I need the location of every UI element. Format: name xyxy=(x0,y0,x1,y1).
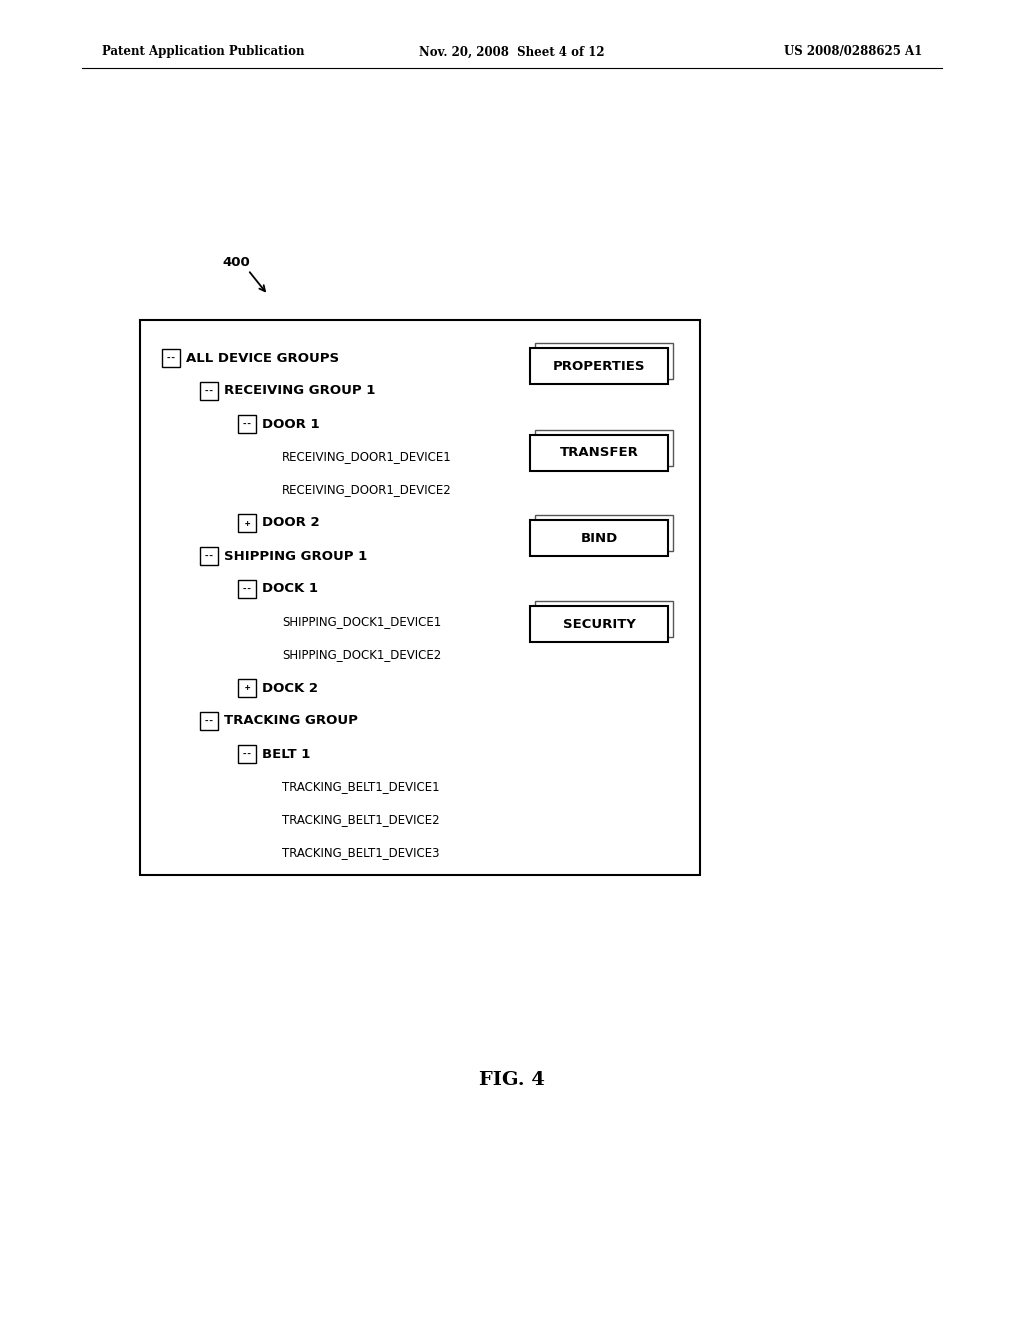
Bar xyxy=(200,546,218,565)
Polygon shape xyxy=(535,343,673,379)
Bar xyxy=(238,744,256,763)
Text: US 2008/0288625 A1: US 2008/0288625 A1 xyxy=(783,45,922,58)
Text: SHIPPING_DOCK1_DEVICE1: SHIPPING_DOCK1_DEVICE1 xyxy=(282,615,441,628)
Text: --: -- xyxy=(242,585,252,594)
Text: SHIPPING GROUP 1: SHIPPING GROUP 1 xyxy=(224,549,368,562)
Bar xyxy=(530,436,668,471)
Bar xyxy=(238,579,256,598)
Bar xyxy=(530,348,668,384)
Text: DOOR 2: DOOR 2 xyxy=(262,516,319,529)
Bar xyxy=(238,678,256,697)
Text: TRACKING_BELT1_DEVICE3: TRACKING_BELT1_DEVICE3 xyxy=(282,846,439,859)
Bar xyxy=(200,381,218,400)
Polygon shape xyxy=(535,430,673,466)
Text: DOCK 2: DOCK 2 xyxy=(262,681,318,694)
Polygon shape xyxy=(535,601,673,638)
Text: DOCK 1: DOCK 1 xyxy=(262,582,318,595)
Text: +: + xyxy=(245,519,250,528)
Text: --: -- xyxy=(242,420,252,429)
Text: RECEIVING GROUP 1: RECEIVING GROUP 1 xyxy=(224,384,376,397)
Text: BIND: BIND xyxy=(581,532,617,544)
Bar xyxy=(530,520,668,556)
Text: RECEIVING_DOOR1_DEVICE2: RECEIVING_DOOR1_DEVICE2 xyxy=(282,483,452,496)
Text: --: -- xyxy=(204,717,214,726)
Text: RECEIVING_DOOR1_DEVICE1: RECEIVING_DOOR1_DEVICE1 xyxy=(282,450,452,463)
Bar xyxy=(238,414,256,433)
Text: TRACKING_BELT1_DEVICE2: TRACKING_BELT1_DEVICE2 xyxy=(282,813,439,826)
Bar xyxy=(162,348,180,367)
Text: FIG. 4: FIG. 4 xyxy=(479,1071,545,1089)
Text: --: -- xyxy=(204,552,214,561)
Text: BELT 1: BELT 1 xyxy=(262,747,310,760)
Text: +: + xyxy=(245,684,250,693)
Bar xyxy=(200,711,218,730)
Text: PROPERTIES: PROPERTIES xyxy=(553,359,645,372)
Text: SECURITY: SECURITY xyxy=(562,618,636,631)
Text: ALL DEVICE GROUPS: ALL DEVICE GROUPS xyxy=(186,351,339,364)
Bar xyxy=(530,606,668,642)
Polygon shape xyxy=(535,515,673,550)
Text: DOOR 1: DOOR 1 xyxy=(262,417,319,430)
Text: TRANSFER: TRANSFER xyxy=(559,446,638,459)
Text: SHIPPING_DOCK1_DEVICE2: SHIPPING_DOCK1_DEVICE2 xyxy=(282,648,441,661)
Bar xyxy=(238,513,256,532)
Text: --: -- xyxy=(242,750,252,759)
Text: --: -- xyxy=(204,387,214,396)
Text: Patent Application Publication: Patent Application Publication xyxy=(102,45,304,58)
Text: TRACKING_BELT1_DEVICE1: TRACKING_BELT1_DEVICE1 xyxy=(282,780,439,793)
Text: TRACKING GROUP: TRACKING GROUP xyxy=(224,714,357,727)
Text: --: -- xyxy=(166,354,176,363)
Text: 400: 400 xyxy=(222,256,250,268)
Bar xyxy=(140,319,700,875)
Text: Nov. 20, 2008  Sheet 4 of 12: Nov. 20, 2008 Sheet 4 of 12 xyxy=(419,45,605,58)
